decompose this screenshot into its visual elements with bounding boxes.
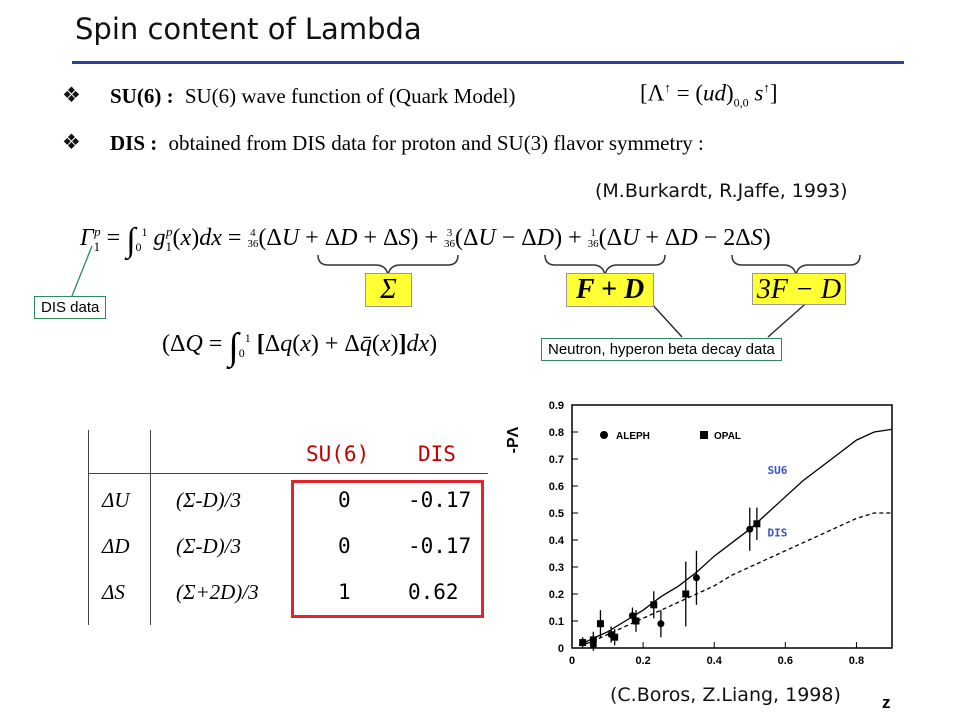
row-formula: (Σ-D)/3 — [176, 488, 241, 512]
title-divider — [72, 61, 904, 64]
curve-label-dis: DIS — [768, 527, 788, 540]
data-point-aleph — [746, 525, 754, 533]
beta-decay-label: Neutron, hyperon beta decay data — [541, 338, 782, 361]
bullet-dis: DIS : obtained from DIS data for proton … — [110, 131, 704, 156]
x-tick-label: 0.6 — [778, 655, 793, 667]
x-tick-label: 0.8 — [849, 655, 864, 667]
bullet-su6-text: SU(6) wave function of (Quark Model) — [184, 84, 516, 108]
row-su6: 1 — [338, 580, 351, 604]
legend-marker-opal — [700, 431, 708, 439]
y-axis-label: -PΛ — [505, 426, 522, 453]
bullet-su6: SU(6) : SU(6) wave function of (Quark Mo… — [110, 84, 516, 109]
row-dis: -0.17 — [408, 534, 472, 558]
bullet-su6-label: SU(6) : — [110, 84, 174, 108]
legend-label-opal: OPAL — [714, 431, 741, 442]
y-tick-label: 0 — [558, 643, 564, 655]
curve-label-su6: SU6 — [768, 464, 788, 477]
citation-top: (M.Burkardt, R.Jaffe, 1993) — [595, 180, 848, 202]
row-dis: -0.17 — [408, 488, 472, 512]
data-point-aleph — [628, 612, 636, 620]
data-point-opal — [682, 590, 690, 598]
row-su6: 0 — [338, 488, 351, 512]
data-point-opal — [589, 636, 597, 644]
header-su6: SU(6) — [306, 442, 370, 466]
3f-minus-d-box: 3F − D — [752, 273, 846, 305]
data-point-opal — [611, 633, 619, 641]
citation-bottom: (C.Boros, Z.Liang, 1998) — [610, 684, 841, 706]
x-tick-label: 0.4 — [707, 655, 723, 667]
y-tick-label: 0.1 — [549, 616, 564, 628]
x-tick-label: 0 — [569, 655, 575, 667]
data-point-opal — [632, 617, 640, 625]
row-formula: (Σ-D)/3 — [176, 534, 241, 558]
data-point-opal — [753, 520, 761, 528]
table-row: ΔS (Σ+2D)/3 1 0.62 — [88, 580, 488, 610]
legend-marker-aleph — [600, 431, 608, 439]
spin-content-table: SU(6) DIS ΔU (Σ-D)/3 0 -0.17 ΔD (Σ-D)/3 … — [88, 430, 488, 625]
row-dis: 0.62 — [408, 580, 459, 604]
diamond-bullet-icon: ❖ — [62, 84, 81, 107]
row-quark: ΔS — [102, 580, 125, 604]
row-quark: ΔU — [102, 488, 130, 512]
page-title: Spin content of Lambda — [75, 12, 422, 46]
y-tick-label: 0.2 — [549, 589, 564, 601]
diamond-bullet-icon: ❖ — [62, 131, 81, 154]
dis-data-label: DIS data — [34, 296, 107, 319]
bullet-dis-text: obtained from DIS data for proton and SU… — [168, 131, 704, 155]
series-line-dis — [578, 512, 892, 646]
data-point-aleph — [657, 620, 665, 628]
plot-frame — [571, 404, 893, 649]
su6-wavefunction-formula: [Λ↑ = (ud)0,0 s↑] — [640, 80, 778, 110]
legend-label-aleph: ALEPH — [616, 431, 650, 442]
row-su6: 0 — [338, 534, 351, 558]
y-tick-label: 0.6 — [549, 481, 564, 493]
y-tick-label: 0.4 — [549, 535, 565, 547]
y-tick-label: 0.3 — [549, 562, 564, 574]
f-plus-d-box: F + D — [566, 273, 654, 307]
bullet-dis-label: DIS : — [110, 131, 158, 155]
x-axis-label: z — [882, 693, 891, 712]
table-row: ΔD (Σ-D)/3 0 -0.17 — [88, 534, 488, 564]
data-point-aleph — [692, 574, 700, 582]
row-formula: (Σ+2D)/3 — [176, 580, 259, 604]
values-highlight-box — [291, 480, 484, 618]
y-tick-label: 0.5 — [549, 508, 564, 520]
header-dis: DIS — [418, 442, 456, 466]
table-row: ΔU (Σ-D)/3 0 -0.17 — [88, 488, 488, 518]
y-tick-label: 0.9 — [549, 400, 564, 412]
sigma-box: Σ — [365, 273, 412, 307]
row-quark: ΔD — [102, 534, 130, 558]
series-line-su6 — [578, 428, 893, 646]
x-tick-label: 0.2 — [635, 655, 650, 667]
polarization-chart: 0 0.1 0.2 0.3 0.4 0.5 0.6 0.7 0.8 0.9 0 0.2 0.4 0.6 0.… — [505, 400, 893, 712]
delta-q-equation: (ΔQ = ∫01 [Δq(x) + Δq̄(x)]dx) — [162, 326, 438, 368]
data-point-opal — [596, 620, 604, 628]
gamma-equation: Γ1p = ∫01 g1p(x)dx = 4 36(ΔU + ΔD + ΔS) +… — [80, 222, 771, 259]
data-point-opal — [650, 601, 658, 609]
y-tick-label: 0.8 — [549, 427, 564, 439]
y-tick-label: 0.7 — [549, 454, 564, 466]
data-point-opal — [579, 639, 587, 647]
